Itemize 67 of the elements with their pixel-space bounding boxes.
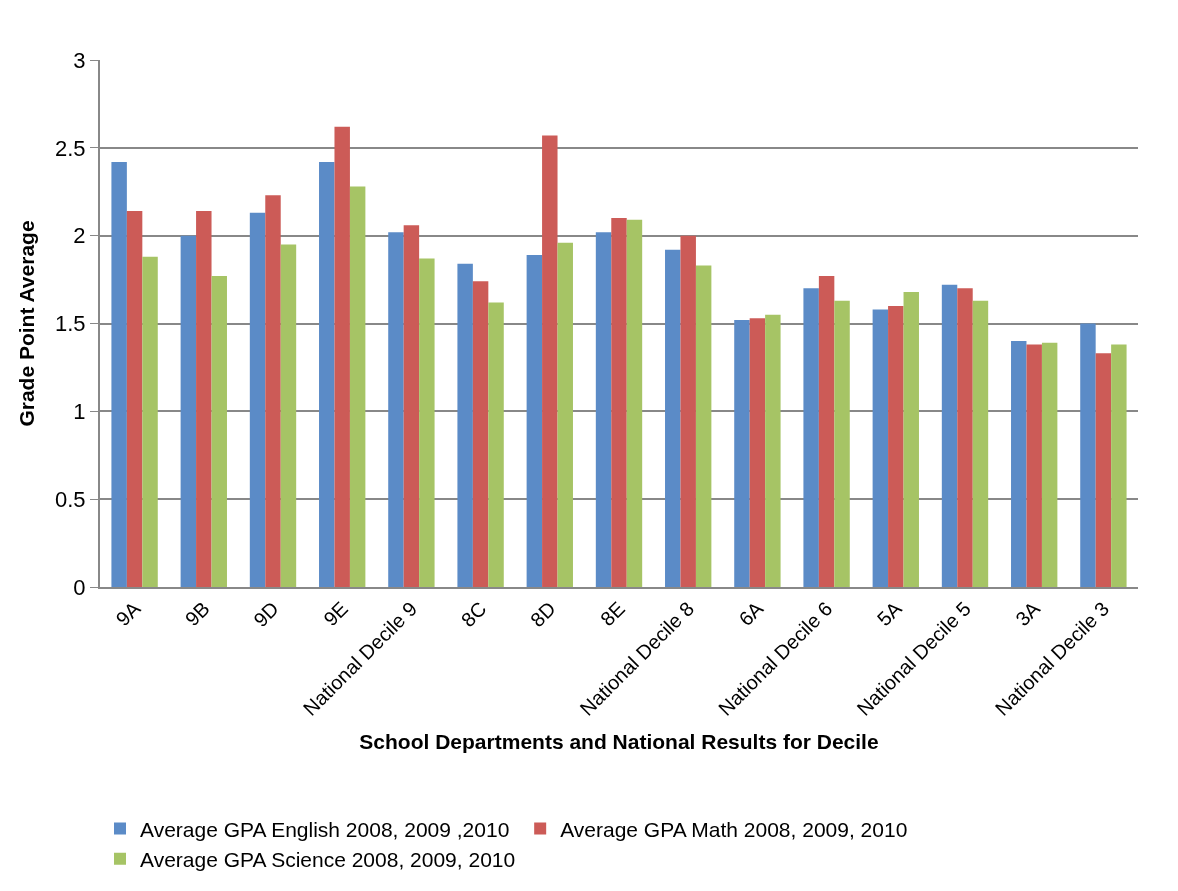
legend-label: Average GPA English 2008, 2009 ,2010 [140,817,510,841]
bar [1011,341,1027,587]
x-tick-label: 9D [249,597,283,631]
bar [941,284,958,587]
y-tick-label: 0.5 [55,486,86,512]
bar [142,256,158,587]
bar [1095,353,1112,587]
bar [695,265,712,587]
bar [1041,342,1058,587]
y-tick-label: 0 [73,574,86,600]
bar [126,211,143,587]
x-tick-label: 9B [180,597,214,631]
bar [680,235,696,587]
bar [488,302,504,587]
bar [734,319,750,587]
bar [472,281,489,587]
y-tick-label: 3 [73,47,86,73]
bar [595,232,612,587]
bar [249,212,266,587]
bar [557,242,573,587]
bar [280,244,297,587]
x-tick-label: 6A [734,596,768,631]
x-tick-label: 8C [456,597,491,631]
y-tick-label: 2.5 [55,135,86,161]
bar [903,291,919,587]
bar [457,263,473,587]
bar [265,195,281,587]
bar [526,254,543,587]
bar [1111,344,1127,587]
x-tick-label: 5A [872,596,907,631]
bar [419,258,435,587]
legend-label: Average GPA Science 2008, 2009, 2010 [140,847,516,871]
bar [972,300,989,587]
bar [196,211,212,587]
y-tick-label: 1 [73,399,86,425]
y-axis-title: Grade Point Average [14,220,38,427]
bar [111,161,127,587]
bar [749,318,766,587]
bar [319,161,335,587]
x-tick-label: 8D [526,597,560,631]
x-tick-label: 8E [596,597,629,631]
bar [611,218,627,587]
x-tick-label: 9A [111,596,145,631]
bar [542,135,558,587]
bar [388,232,404,587]
legend-label: Average GPA Math 2008, 2009, 2010 [560,817,908,841]
bar [665,249,681,587]
bar [957,288,973,587]
bar [211,276,227,587]
bar [765,314,781,587]
bar [403,225,420,587]
y-tick-label: 2 [73,223,86,249]
x-tick-label: 9E [319,597,353,631]
bar [818,276,835,587]
bar [1026,344,1042,587]
bar [834,300,850,587]
bar [803,288,819,587]
bar [872,309,889,587]
bar [626,219,643,587]
x-axis-title: School Departments and National Results for Decile [359,729,879,753]
bar [334,126,350,587]
x-tick-label: 3A [1011,596,1045,631]
bar [349,186,366,587]
bar [1080,323,1096,587]
y-tick-label: 1.5 [55,311,86,337]
bar [888,305,904,587]
bar [180,235,197,587]
